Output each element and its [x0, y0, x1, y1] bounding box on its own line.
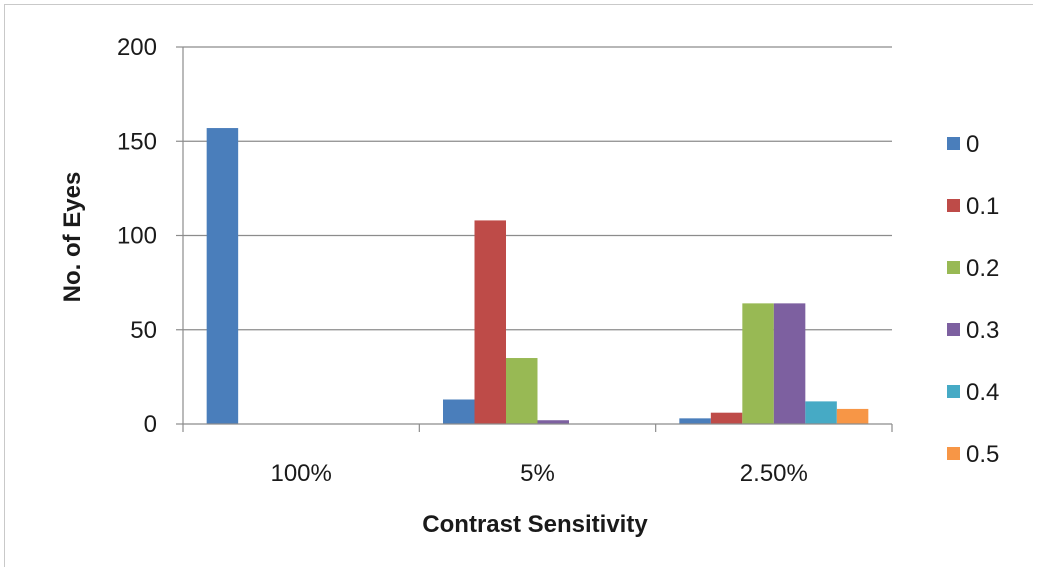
legend-swatch — [947, 137, 960, 150]
legend-label: 0.1 — [966, 193, 999, 220]
bar-series-0.3-2.50% — [774, 303, 806, 424]
legend-swatch — [947, 447, 960, 460]
legend-label: 0 — [966, 131, 979, 158]
bar-series-0.2-5% — [506, 358, 538, 424]
bar-series-0-100% — [207, 128, 239, 424]
y-axis-title: No. of Eyes — [59, 172, 86, 303]
gridlines — [183, 47, 892, 330]
bar-series-0.4-2.50% — [805, 401, 837, 424]
bar-series-0.1-5% — [475, 220, 507, 424]
legend-label: 0.5 — [966, 441, 999, 468]
y-tick-label: 50 — [130, 317, 157, 344]
bar-series-0.1-2.50% — [711, 413, 743, 424]
x-tick-labels: 100% 5% 2.50% — [270, 460, 807, 487]
x-tick-label: 100% — [270, 460, 331, 487]
x-tick-label: 5% — [520, 460, 555, 487]
legend: 0 0.1 0.2 0.3 0.4 0.5 — [947, 131, 999, 468]
x-axis-title: Contrast Sensitivity — [422, 511, 648, 538]
legend-swatch — [947, 385, 960, 398]
y-tick-label: 0 — [144, 411, 157, 438]
legend-swatch — [947, 261, 960, 274]
legend-label: 0.4 — [966, 379, 999, 406]
y-tick-labels: 0 50 100 150 200 — [117, 34, 157, 438]
legend-swatch — [947, 323, 960, 336]
bar-series-0.5-2.50% — [837, 409, 869, 424]
bar-series-0-2.50% — [679, 418, 711, 424]
y-tick-label: 100 — [117, 223, 157, 250]
legend-label: 0.2 — [966, 255, 999, 282]
y-tick-label: 150 — [117, 128, 157, 155]
y-tick-label: 200 — [117, 34, 157, 61]
bar-series-0-5% — [443, 399, 475, 424]
legend-label: 0.3 — [966, 317, 999, 344]
bars — [207, 128, 869, 424]
x-tick-label: 2.50% — [740, 460, 808, 487]
bar-series-0.2-2.50% — [742, 303, 774, 424]
legend-swatch — [947, 199, 960, 212]
